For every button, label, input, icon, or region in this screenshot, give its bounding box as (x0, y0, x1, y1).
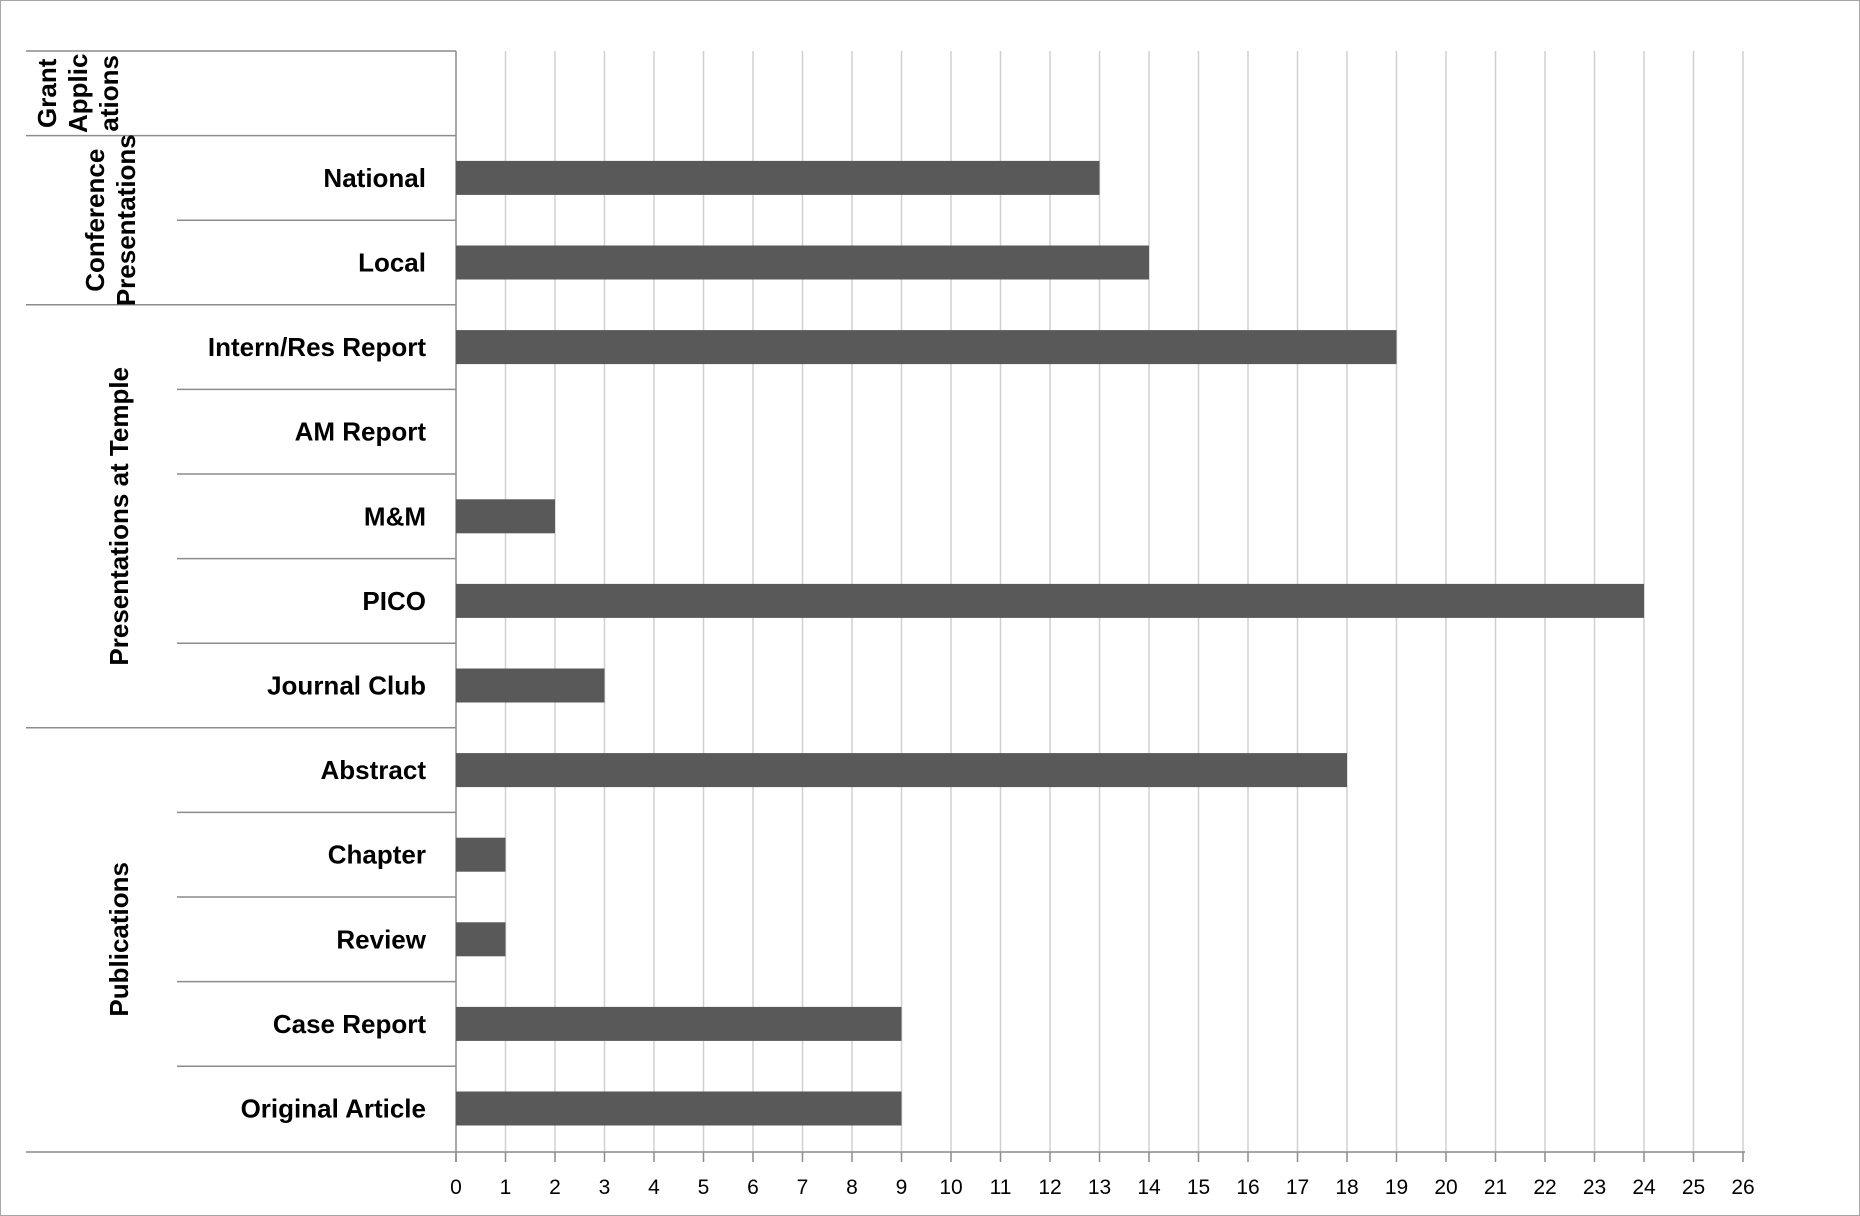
x-tick-label-15: 15 (1187, 1176, 1210, 1199)
x-tick-label-0: 0 (450, 1176, 462, 1199)
bar (456, 583, 1644, 618)
x-tick-label-17: 17 (1286, 1176, 1309, 1199)
x-tick-label-20: 20 (1434, 1176, 1457, 1199)
group-label: Applic (63, 54, 93, 133)
category-label: Intern/Res Report (208, 332, 426, 362)
category-label: Abstract (321, 755, 427, 785)
bar (456, 837, 506, 872)
category-label: AM Report (295, 417, 427, 447)
x-tick-label-14: 14 (1137, 1176, 1161, 1199)
bar (456, 1091, 902, 1126)
x-tick-label-11: 11 (990, 1176, 1012, 1199)
x-tick-label-1: 1 (500, 1176, 512, 1199)
bar (456, 1006, 902, 1041)
bar (456, 330, 1397, 365)
bar (456, 922, 506, 957)
category-label: Local (358, 248, 426, 278)
bar (456, 499, 555, 534)
x-tick-label-2: 2 (549, 1176, 561, 1199)
x-tick-label-22: 22 (1533, 1176, 1556, 1199)
category-label: Original Article (241, 1094, 426, 1124)
group-label: Presentations (111, 134, 141, 306)
group-label: Conference (80, 149, 110, 292)
category-label: Review (336, 924, 426, 954)
x-tick-label-25: 25 (1682, 1176, 1705, 1199)
x-tick-label-12: 12 (1038, 1176, 1061, 1199)
x-tick-label-23: 23 (1583, 1176, 1606, 1199)
x-tick-label-3: 3 (599, 1176, 611, 1199)
x-tick-label-13: 13 (1088, 1176, 1111, 1199)
group-label: ations (94, 55, 124, 132)
group-label: Grant (32, 58, 62, 128)
bar (456, 245, 1149, 280)
x-tick-label-18: 18 (1335, 1176, 1358, 1199)
category-label: Chapter (328, 840, 426, 870)
x-tick-label-7: 7 (797, 1176, 809, 1199)
category-label: Case Report (273, 1009, 426, 1039)
x-tick-label-24: 24 (1632, 1176, 1656, 1199)
group-label: Presentations at Temple (104, 367, 134, 666)
x-tick-label-5: 5 (698, 1176, 710, 1199)
x-tick-label-10: 10 (939, 1176, 962, 1199)
category-label: PICO (362, 586, 426, 616)
x-tick-label-6: 6 (747, 1176, 759, 1199)
bar (456, 668, 605, 703)
category-label: M&M (364, 501, 426, 531)
x-tick-label-9: 9 (896, 1176, 908, 1199)
x-tick-label-19: 19 (1385, 1176, 1408, 1199)
x-tick-label-16: 16 (1236, 1176, 1259, 1199)
category-label: Journal Club (267, 671, 426, 701)
x-tick-label-21: 21 (1484, 1176, 1507, 1199)
group-label: Publications (104, 862, 134, 1017)
bar (456, 753, 1347, 788)
x-tick-label-26: 26 (1731, 1176, 1754, 1199)
x-tick-label-4: 4 (648, 1176, 660, 1199)
category-label: National (323, 163, 426, 193)
bar (456, 160, 1100, 195)
x-tick-label-8: 8 (846, 1176, 858, 1199)
